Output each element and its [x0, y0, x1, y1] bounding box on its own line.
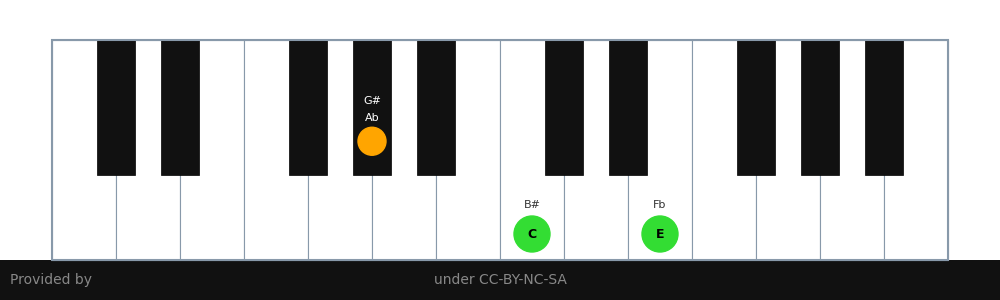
Bar [353, 40, 391, 175]
Bar [116, 40, 180, 260]
Text: G#: G# [363, 96, 381, 106]
Bar [820, 40, 884, 260]
Bar [609, 40, 647, 175]
Bar [564, 40, 628, 260]
Bar [52, 40, 116, 260]
Bar [801, 40, 839, 175]
Bar [884, 40, 948, 260]
Bar [628, 40, 692, 260]
Bar [436, 40, 500, 260]
Bar [737, 40, 775, 175]
Circle shape [358, 127, 386, 155]
Bar [756, 40, 820, 260]
Bar [0, 260, 1000, 300]
Bar [97, 40, 135, 175]
Bar [244, 40, 308, 260]
Text: C: C [527, 227, 537, 241]
Text: E: E [656, 227, 664, 241]
Bar [417, 40, 455, 175]
Bar [180, 40, 244, 260]
Bar [372, 40, 436, 260]
Bar [161, 40, 199, 175]
Bar [692, 40, 756, 260]
Text: Fb: Fb [653, 200, 667, 210]
Bar [308, 40, 372, 260]
Bar [52, 40, 948, 260]
Circle shape [642, 216, 678, 252]
Text: under CC-BY-NC-SA: under CC-BY-NC-SA [434, 273, 566, 287]
Bar [500, 40, 564, 260]
Bar [289, 40, 327, 175]
Text: Provided by: Provided by [10, 273, 92, 287]
Circle shape [514, 216, 550, 252]
Text: B#: B# [524, 200, 540, 210]
Bar [865, 40, 903, 175]
Bar [545, 40, 583, 175]
Text: Ab: Ab [365, 113, 379, 123]
